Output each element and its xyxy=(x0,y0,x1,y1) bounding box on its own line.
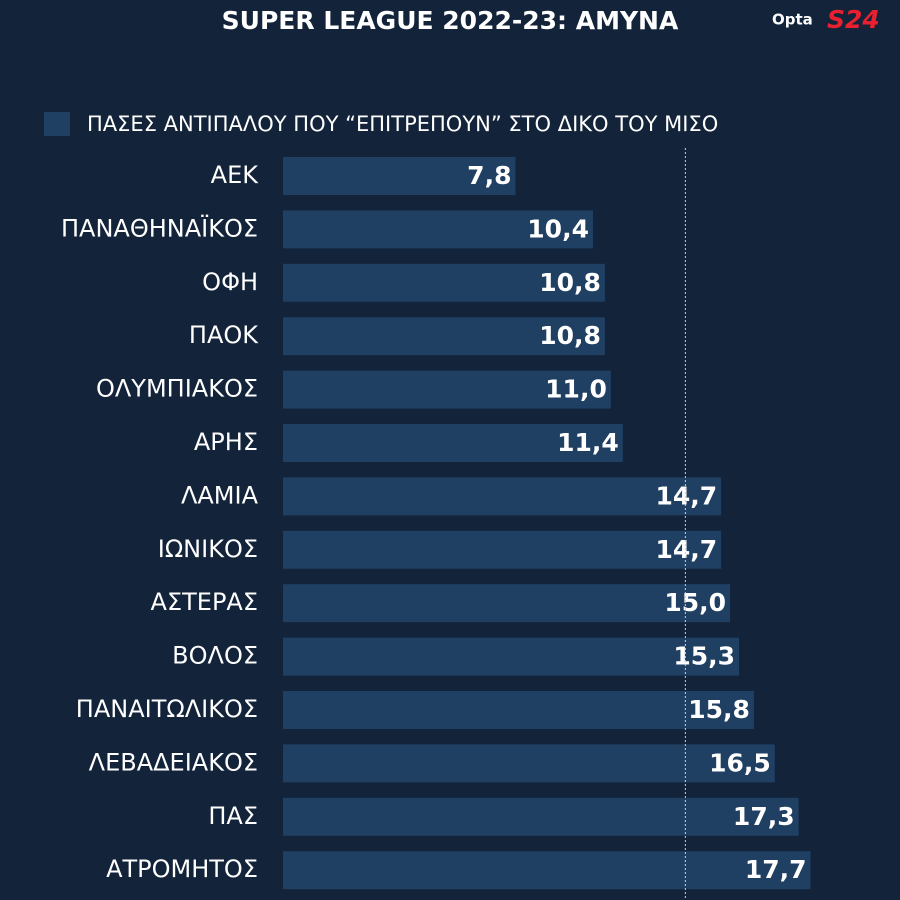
category-label: ΑΕΚ xyxy=(211,161,260,189)
value-label: 16,5 xyxy=(709,748,771,777)
value-label: 15,0 xyxy=(664,588,726,617)
category-label: ΛΕΒΑΔΕΙΑΚΟΣ xyxy=(89,748,258,776)
value-label: 11,0 xyxy=(545,375,607,404)
bar xyxy=(283,477,722,516)
value-label: 15,8 xyxy=(688,695,750,724)
value-label: 17,7 xyxy=(745,855,807,884)
bar xyxy=(283,317,605,356)
value-label: 10,8 xyxy=(539,321,601,350)
bar xyxy=(283,210,593,249)
bar xyxy=(283,157,516,195)
category-label: ΑΤΡΟΜΗΤΟΣ xyxy=(106,855,258,883)
value-label: 7,8 xyxy=(467,161,511,190)
bar xyxy=(283,370,611,409)
value-label: 10,4 xyxy=(527,214,589,243)
value-label: 14,7 xyxy=(655,535,717,564)
bar xyxy=(283,744,775,783)
legend-swatch xyxy=(44,112,70,136)
category-label: ΠΑΝΑΘΗΝΑΪΚΟΣ xyxy=(61,213,258,242)
bar xyxy=(283,637,740,676)
bar xyxy=(283,584,731,623)
bar xyxy=(283,424,623,462)
bar xyxy=(283,797,799,836)
category-label: ΠΑΣ xyxy=(208,802,258,830)
category-label: ΑΡΗΣ xyxy=(194,428,258,456)
value-label: 11,4 xyxy=(557,428,619,457)
category-label: ΟΦΗ xyxy=(202,268,258,296)
bar xyxy=(283,530,722,569)
bar xyxy=(283,263,605,302)
bar xyxy=(283,851,811,890)
category-label: ΛΑΜΙΑ xyxy=(181,481,259,509)
category-label: ΒΟΛΟΣ xyxy=(172,642,258,670)
category-label: ΠΑΝΑΙΤΩΛΙΚΟΣ xyxy=(76,695,258,723)
logo-s24: S24 xyxy=(827,5,880,34)
category-label: ΠΑΟΚ xyxy=(189,321,259,349)
chart-title: SUPER LEAGUE 2022-23: ΑΜΥΝΑ xyxy=(222,6,679,35)
value-label: 17,3 xyxy=(733,802,795,831)
bar xyxy=(283,691,754,729)
logo-opta: Opta xyxy=(772,11,813,29)
legend-label: ΠΑΣΕΣ ΑΝΤΙΠΑΛΟΥ ΠΟΥ “ΕΠΙΤΡΕΠΟΥΝ” ΣΤΟ ΔΙΚ… xyxy=(87,112,718,136)
value-label: 14,7 xyxy=(655,481,717,510)
value-label: 10,8 xyxy=(539,268,601,297)
category-label: ΟΛΥΜΠΙΑΚΟΣ xyxy=(96,375,258,403)
category-label: ΑΣΤΕΡΑΣ xyxy=(151,588,258,616)
category-label: ΙΩΝΙΚΟΣ xyxy=(158,535,258,563)
value-label: 15,3 xyxy=(673,642,735,671)
